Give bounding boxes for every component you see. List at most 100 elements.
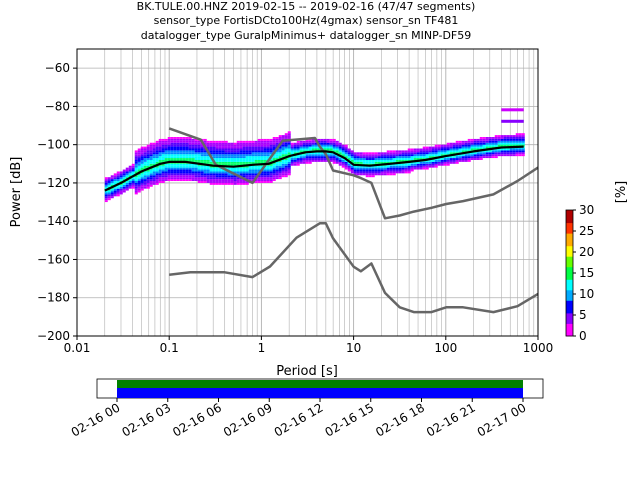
- colorbar-segment: [566, 308, 573, 312]
- heat-cell: [338, 148, 342, 151]
- heat-cell: [308, 138, 312, 141]
- heat-cell: [287, 163, 291, 166]
- heat-cell: [206, 154, 210, 157]
- heat-cell: [200, 173, 204, 176]
- heat-cell: [263, 140, 267, 143]
- heat-cell: [179, 169, 183, 172]
- heat-cell: [182, 165, 186, 168]
- heat-cell: [164, 165, 168, 168]
- heat-cell: [452, 150, 456, 153]
- heat-cell: [146, 144, 150, 147]
- heat-cell: [131, 167, 135, 170]
- heat-cell: [230, 163, 234, 166]
- heat-cell: [404, 163, 408, 166]
- heat-cell: [167, 179, 171, 182]
- heat-cell: [260, 138, 264, 141]
- heat-cell: [371, 165, 375, 168]
- heat-cell: [161, 177, 165, 180]
- heat-cell: [149, 182, 153, 185]
- heat-cell: [176, 169, 180, 172]
- heat-cell: [113, 182, 117, 185]
- heat-cell: [332, 158, 336, 160]
- heat-cell: [188, 169, 192, 172]
- y-tick-label: −120: [37, 176, 70, 190]
- heat-cell: [473, 140, 477, 143]
- heat-cell: [164, 154, 168, 157]
- heat-cell: [254, 154, 258, 157]
- colorbar-segment: [566, 333, 573, 337]
- heat-cell: [275, 173, 279, 176]
- timeline-tick-label: 02-16 15: [323, 400, 377, 439]
- heat-cell: [293, 161, 297, 164]
- heat-cell: [368, 152, 372, 155]
- heat-cell: [269, 144, 273, 147]
- heat-cell: [461, 142, 465, 145]
- heat-cell: [209, 159, 213, 162]
- heat-cell: [257, 148, 261, 151]
- heat-cell: [122, 184, 126, 187]
- heat-cell: [164, 171, 168, 174]
- heat-cell: [185, 159, 189, 162]
- heat-cell: [305, 158, 309, 160]
- heat-cell: [470, 140, 474, 143]
- heat-cell: [236, 159, 240, 162]
- heat-cell: [419, 163, 423, 166]
- heat-cell: [239, 158, 243, 160]
- heat-cell: [239, 150, 243, 153]
- heat-cell: [338, 150, 342, 153]
- heat-cell: [470, 158, 474, 160]
- heat-cell: [503, 144, 507, 147]
- heat-cell: [179, 138, 183, 141]
- heat-cell: [269, 171, 273, 174]
- heat-cell: [521, 138, 525, 141]
- heat-cell: [209, 148, 213, 151]
- heat-cell: [242, 148, 246, 151]
- heat-cell: [242, 175, 246, 178]
- heat-cell: [110, 194, 114, 197]
- heat-cell: [284, 137, 288, 139]
- heat-cell: [479, 158, 483, 160]
- heat-cell: [182, 171, 186, 174]
- heat-cell: [275, 163, 279, 166]
- heat-cell: [185, 154, 189, 157]
- heat-cell: [497, 144, 501, 147]
- heat-cell: [236, 144, 240, 147]
- heat-cell: [200, 161, 204, 164]
- heat-cell: [512, 138, 516, 141]
- heat-cell: [287, 167, 291, 170]
- heat-cell: [176, 148, 180, 151]
- heat-cell: [434, 161, 438, 164]
- heat-cell: [359, 173, 363, 176]
- heat-cell: [200, 146, 204, 149]
- heat-cell: [494, 142, 498, 145]
- heat-cell: [518, 150, 522, 153]
- heat-cell: [365, 154, 369, 157]
- heat-cell: [119, 179, 123, 182]
- heat-cell: [518, 140, 522, 143]
- heat-cell: [173, 177, 177, 180]
- heat-cell: [401, 154, 405, 157]
- heat-cell: [227, 142, 231, 145]
- heat-cell: [263, 142, 267, 145]
- heat-cell: [380, 159, 384, 162]
- colorbar-segment: [566, 237, 573, 240]
- heat-cell: [134, 190, 138, 193]
- heat-cell: [155, 181, 159, 183]
- heat-cell: [116, 190, 120, 193]
- timeline-tick-label: 02-16 09: [221, 400, 275, 439]
- heat-cell: [266, 154, 270, 157]
- heat-cell: [197, 140, 201, 143]
- heat-cell: [515, 148, 519, 151]
- heat-cell: [326, 154, 330, 157]
- heat-cell: [395, 152, 399, 155]
- heat-cell: [116, 194, 120, 197]
- heat-cell: [371, 171, 375, 174]
- heat-cell: [224, 142, 228, 145]
- heat-cell: [197, 154, 201, 157]
- heat-cell: [398, 152, 402, 155]
- heat-cell: [233, 159, 237, 162]
- colorbar-segment: [566, 245, 573, 249]
- heat-cell: [320, 152, 324, 155]
- heat-cell: [227, 175, 231, 178]
- heat-cell: [284, 135, 288, 138]
